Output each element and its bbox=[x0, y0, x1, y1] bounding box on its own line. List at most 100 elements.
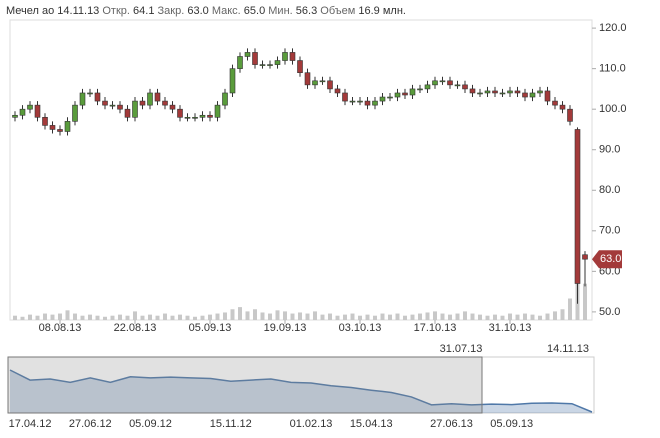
volume-bar bbox=[425, 312, 430, 320]
volume-bar bbox=[118, 314, 122, 320]
candle-body bbox=[454, 84, 461, 87]
candle-body bbox=[267, 64, 273, 66]
volume-bar bbox=[245, 311, 250, 320]
volume-bar bbox=[200, 315, 205, 320]
volume-bar bbox=[433, 311, 437, 320]
candle-body bbox=[499, 92, 506, 95]
candle-body bbox=[364, 100, 371, 106]
volume-bar bbox=[470, 313, 475, 320]
candle-body bbox=[132, 100, 138, 118]
candle-body bbox=[574, 129, 581, 284]
x-tick-label: 05.09.13 bbox=[189, 322, 232, 334]
header: Мечел ао 14.11.13 Откр. 64.1 Закр. 63.0 … bbox=[6, 5, 406, 17]
candle-body bbox=[154, 92, 161, 102]
volume-bar bbox=[343, 314, 347, 320]
volume-bar bbox=[125, 315, 130, 320]
y-tick-label: 50.0 bbox=[599, 306, 620, 318]
volume-bar bbox=[530, 314, 535, 320]
volume-bar bbox=[193, 316, 197, 320]
candle-body bbox=[424, 84, 431, 90]
candle-body bbox=[432, 80, 438, 86]
volume-bar bbox=[523, 313, 527, 320]
candle-body bbox=[162, 100, 168, 106]
volume-bar bbox=[253, 309, 257, 320]
x-tick-label: 08.08.13 bbox=[39, 322, 82, 334]
candle-body bbox=[469, 88, 476, 94]
volume-bar bbox=[43, 313, 47, 320]
volume-bar bbox=[88, 314, 92, 320]
volume-bar bbox=[223, 312, 227, 320]
volume-bar bbox=[418, 313, 422, 320]
open-label: Откр. bbox=[102, 5, 130, 17]
high-label: Макс. bbox=[212, 5, 241, 17]
candle-body bbox=[117, 104, 123, 110]
candle-body bbox=[462, 84, 468, 90]
volume-bar bbox=[170, 315, 175, 320]
volume-bar bbox=[560, 309, 565, 320]
volume-bar bbox=[365, 314, 370, 320]
y-tick-label: 70.0 bbox=[599, 225, 620, 237]
volume: 16.9 млн. bbox=[358, 5, 406, 17]
x-tick-label: 22.08.13 bbox=[114, 322, 157, 334]
candle-body bbox=[214, 104, 221, 118]
candle-body bbox=[27, 104, 33, 110]
candle-body bbox=[544, 90, 551, 102]
candle-body bbox=[477, 92, 483, 95]
candle-body bbox=[49, 125, 56, 130]
volume-bar bbox=[350, 313, 355, 320]
navigator-tick-label: 01.02.13 bbox=[290, 418, 333, 430]
candle-body bbox=[12, 114, 18, 118]
candle-body bbox=[447, 80, 453, 86]
open: 64.1 bbox=[133, 5, 154, 17]
candle-body bbox=[72, 104, 78, 122]
candle-body bbox=[94, 92, 101, 102]
candle-body bbox=[537, 90, 543, 94]
volume-bar bbox=[395, 313, 400, 320]
candle-body bbox=[124, 108, 131, 118]
candle-body bbox=[79, 92, 86, 106]
volume-bar bbox=[478, 314, 482, 320]
price-tag bbox=[592, 250, 622, 269]
candle-body bbox=[184, 116, 191, 119]
volume-bar bbox=[448, 314, 452, 320]
close: 63.0 bbox=[187, 5, 208, 17]
volume-bar bbox=[238, 307, 242, 320]
candle-body bbox=[394, 92, 401, 98]
volume-bar bbox=[538, 315, 542, 320]
candle-body bbox=[409, 88, 416, 96]
volume-bar bbox=[568, 298, 572, 320]
candle-body bbox=[522, 92, 528, 98]
volume-bar bbox=[65, 310, 70, 320]
volume-bar bbox=[305, 313, 310, 320]
volume-bar bbox=[163, 313, 167, 320]
candle-body bbox=[559, 104, 566, 110]
candle-body bbox=[552, 100, 558, 106]
volume-bar bbox=[148, 314, 152, 320]
candle-body bbox=[417, 88, 423, 91]
candle-body bbox=[237, 56, 243, 69]
volume-bar bbox=[35, 315, 40, 320]
x-tick-label: 03.10.13 bbox=[339, 322, 382, 334]
candle-body bbox=[34, 104, 41, 118]
volume-bar bbox=[313, 311, 317, 320]
volume-bar bbox=[50, 314, 55, 320]
y-tick-label: 60.0 bbox=[599, 265, 620, 277]
volume-bar bbox=[275, 310, 280, 320]
x-tick-label: 19.09.13 bbox=[264, 322, 307, 334]
high: 65.0 bbox=[244, 5, 265, 17]
volume-bar bbox=[388, 314, 392, 320]
y-tick-label: 80.0 bbox=[599, 184, 620, 196]
volume-bar bbox=[73, 313, 77, 320]
volume-bar bbox=[485, 315, 490, 320]
volume-bar bbox=[373, 315, 377, 320]
candle-body bbox=[229, 68, 236, 94]
volume-bar bbox=[268, 313, 272, 320]
x-tick-label: 31.10.13 bbox=[489, 322, 532, 334]
y-tick-label: 120.0 bbox=[599, 22, 627, 34]
window-end-label: 14.11.13 bbox=[547, 343, 589, 355]
candle-body bbox=[222, 92, 228, 106]
volume-bar bbox=[298, 312, 302, 320]
volume-bar bbox=[493, 314, 497, 320]
volume-bar bbox=[208, 314, 212, 320]
